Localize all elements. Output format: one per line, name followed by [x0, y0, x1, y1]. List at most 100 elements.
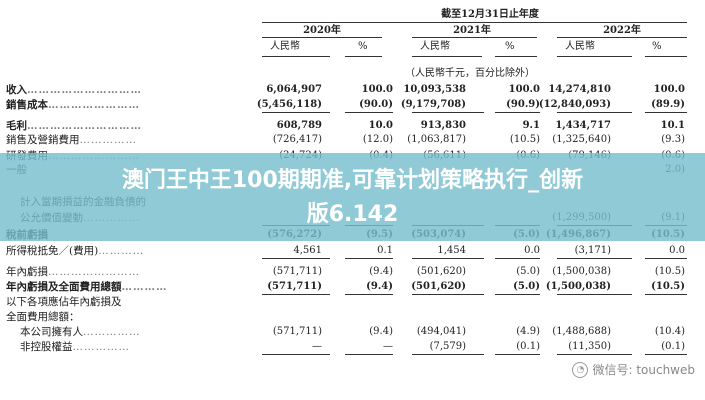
col-underline-pct-2020 — [345, 56, 382, 57]
year-2021: 2021年 — [453, 25, 491, 36]
col-underline-pct-2022 — [645, 56, 687, 57]
year-underline-2020 — [262, 37, 382, 38]
col-pct-2021: % — [505, 41, 515, 52]
subtotal-rule — [495, 294, 540, 295]
row-label: 以下各項應佔年內虧損及 — [6, 296, 122, 308]
col-underline-rmb-2022 — [557, 56, 632, 57]
cell-percent: 100.0 — [508, 84, 540, 95]
cell-percent: (5.0) — [516, 266, 540, 277]
cell-percent: 0.0 — [524, 245, 540, 256]
cell-amount: (571,711) — [272, 326, 322, 337]
subtotal-rule — [495, 354, 540, 355]
row-leader-dots: ………… — [98, 245, 145, 257]
cell-amount: 1,454 — [437, 245, 466, 256]
row-leader-dots: ………………………… — [27, 120, 142, 132]
row-leader-dots: ………… — [121, 281, 168, 293]
col-rmb-2021: 人民幣 — [420, 41, 450, 52]
cell-amount: (1,500,038) — [552, 266, 611, 277]
subtotal-rule — [495, 112, 540, 113]
row-leader-dots: …………………… — [48, 99, 140, 111]
col-underline-pct-2021 — [495, 56, 537, 57]
banner-line-2: 版6.142 — [306, 202, 399, 227]
cell-percent: (9.3) — [661, 134, 685, 145]
cell-percent: (0.1) — [661, 341, 685, 352]
cell-percent: 0.1 — [377, 245, 393, 256]
cell-amount: (501,620) — [416, 266, 466, 277]
cell-percent: (0.1) — [516, 341, 540, 352]
cell-amount: 1,434,717 — [555, 120, 611, 131]
cell-percent: (90.0) — [359, 99, 393, 110]
cell-amount: (494,041) — [416, 326, 466, 337]
cell-amount: (1,063,817) — [407, 134, 466, 145]
cell-percent: (89.9) — [651, 99, 685, 110]
cell-amount: (726,417) — [272, 134, 322, 145]
cell-percent: 10.1 — [660, 120, 685, 131]
subtotal-rule — [262, 294, 330, 295]
subtotal-rule — [557, 112, 632, 113]
watermark-text: 微信号: touchweb — [592, 363, 695, 377]
cell-amount: (7,579) — [429, 341, 466, 352]
cell-percent: (10.5) — [509, 134, 540, 145]
subtotal-rule — [345, 112, 393, 113]
cell-amount: 10,093,538 — [403, 84, 466, 95]
cell-amount: 6,064,907 — [266, 84, 322, 95]
cell-amount: (501,620) — [411, 281, 466, 292]
cell-amount: (12,840,093) — [538, 99, 611, 110]
row-label: 收入………………………… — [6, 84, 142, 96]
cell-amount: 4,561 — [293, 245, 322, 256]
row-label-text: 年內虧損及全面費用總額 — [6, 281, 122, 293]
row-label-text: 年內虧損 — [6, 266, 48, 278]
subtotal-rule — [645, 354, 687, 355]
cell-amount: (571,711) — [272, 266, 322, 277]
cell-percent: (9.4) — [369, 266, 393, 277]
cell-percent: 0.0 — [669, 245, 685, 256]
period-underline — [262, 22, 687, 23]
cell-percent: — — [383, 341, 393, 352]
col-pct-2020: % — [358, 41, 368, 52]
subtotal-rule — [412, 354, 484, 355]
row-label: 銷售及營銷費用…………… — [6, 134, 137, 146]
cell-amount: (1,325,640) — [552, 134, 611, 145]
subtotal-rule — [345, 294, 393, 295]
cell-amount: 14,274,810 — [548, 84, 611, 95]
cell-percent: 100.0 — [653, 84, 685, 95]
overlay-banner: 澳门王中王100期期准,可靠计划策略执行_创新 版6.142 — [0, 153, 705, 241]
subtotal-rule — [557, 354, 632, 355]
cell-percent: (10.5) — [651, 281, 685, 292]
cell-amount: (1,488,688) — [552, 326, 611, 337]
cell-percent: (5.0) — [513, 281, 540, 292]
row-label-text: 全面費用總額： — [6, 311, 80, 323]
row-label: 本公司擁有人…………… — [20, 326, 141, 338]
subtotal-rule — [412, 112, 484, 113]
year-2020: 2020年 — [303, 25, 341, 36]
row-leader-dots: …………… — [83, 326, 141, 338]
cell-percent: (10.4) — [654, 326, 685, 337]
row-leader-dots: …………… — [79, 134, 137, 146]
row-label: 全面費用總額： — [6, 311, 80, 323]
col-pct-2022: % — [652, 41, 662, 52]
cell-amount: (11,350) — [568, 341, 611, 352]
cell-percent: (10.5) — [654, 266, 685, 277]
cell-amount: 608,789 — [276, 120, 322, 131]
cell-percent: (90.9) — [506, 99, 540, 110]
row-label-text: 銷售成本 — [6, 99, 48, 111]
row-label-text: 銷售及營銷費用 — [6, 134, 80, 146]
cell-percent: (9.4) — [366, 281, 393, 292]
subtotal-rule — [345, 354, 393, 355]
row-label: 所得稅抵免／(費用)………… — [6, 245, 144, 257]
cell-amount: — — [312, 341, 322, 352]
cell-percent: (9.4) — [369, 326, 393, 337]
row-label-text: 非控股權益 — [20, 341, 73, 353]
subtotal-rule — [645, 294, 687, 295]
period-header: 截至12月31日止年度 — [441, 9, 539, 20]
row-leader-dots: …………… — [72, 341, 130, 353]
row-label-text: 收入 — [6, 84, 27, 96]
cell-amount: (571,711) — [267, 281, 322, 292]
cell-amount: (1,500,038) — [545, 281, 611, 292]
subtotal-rule — [645, 112, 687, 113]
cell-percent: 9.1 — [522, 120, 540, 131]
year-2022: 2022年 — [603, 25, 641, 36]
subtotal-rule — [345, 258, 393, 259]
col-underline-rmb-2021 — [412, 56, 482, 57]
